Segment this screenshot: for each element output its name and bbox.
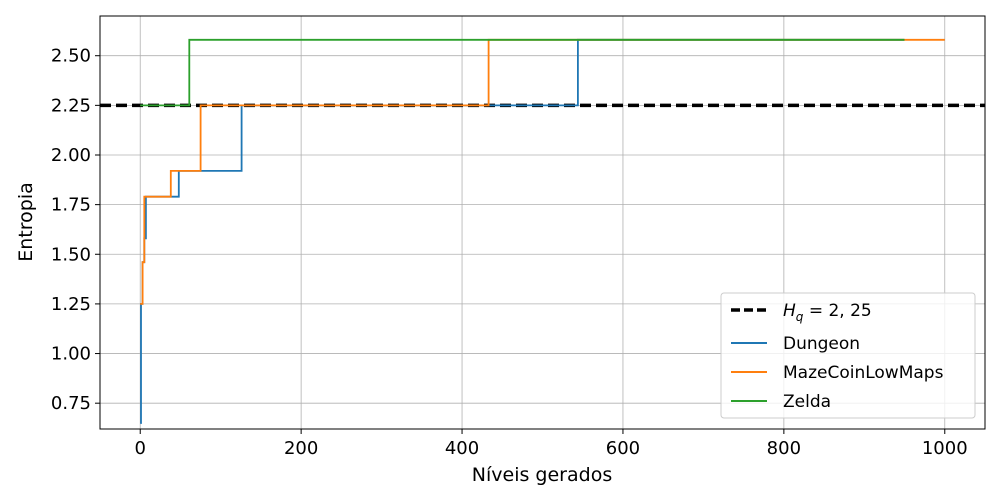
x-axis-ticks: 0 200 400 600 800 1000 bbox=[135, 429, 968, 459]
legend-label-mazecoinlowmaps: MazeCoinLowMaps bbox=[783, 363, 944, 383]
x-tick-label: 600 bbox=[606, 438, 640, 459]
x-axis-label: Níveis gerados bbox=[472, 464, 612, 486]
x-tick-label: 200 bbox=[284, 438, 318, 459]
x-tick-label: 400 bbox=[445, 438, 479, 459]
legend-box bbox=[720, 292, 976, 419]
y-tick-label: 2.00 bbox=[51, 145, 91, 166]
y-tick-label: 1.25 bbox=[51, 294, 91, 315]
series-line-zelda bbox=[140, 38, 905, 107]
legend-label-reference: Hq = 2, 25 bbox=[783, 301, 872, 324]
legend-label-zelda: Zelda bbox=[783, 392, 831, 412]
y-tick-label: 0.75 bbox=[51, 393, 91, 414]
y-tick-label: 1.75 bbox=[51, 195, 91, 216]
x-tick-label: 1000 bbox=[922, 438, 968, 459]
series-layer bbox=[140, 38, 945, 424]
plot-frame bbox=[99, 15, 986, 430]
y-tick-label: 1.00 bbox=[51, 344, 91, 365]
y-axis-ticks: 0.75 1.00 1.25 1.50 1.75 2.00 2.25 2.50 bbox=[51, 46, 100, 414]
legend-label-dungeon: Dungeon bbox=[783, 334, 860, 354]
x-tick-label: 800 bbox=[767, 438, 801, 459]
y-tick-label: 1.50 bbox=[51, 244, 91, 265]
y-tick-label: 2.50 bbox=[51, 46, 91, 67]
x-tick-label: 0 bbox=[135, 438, 146, 459]
series-line-mazecoinlowmaps bbox=[140, 38, 945, 305]
y-tick-label: 2.25 bbox=[51, 95, 91, 116]
y-axis-label: Entropia bbox=[15, 182, 37, 262]
legend: Hq = 2, 25 Dungeon MazeCoinLowMaps Zelda bbox=[720, 292, 976, 419]
